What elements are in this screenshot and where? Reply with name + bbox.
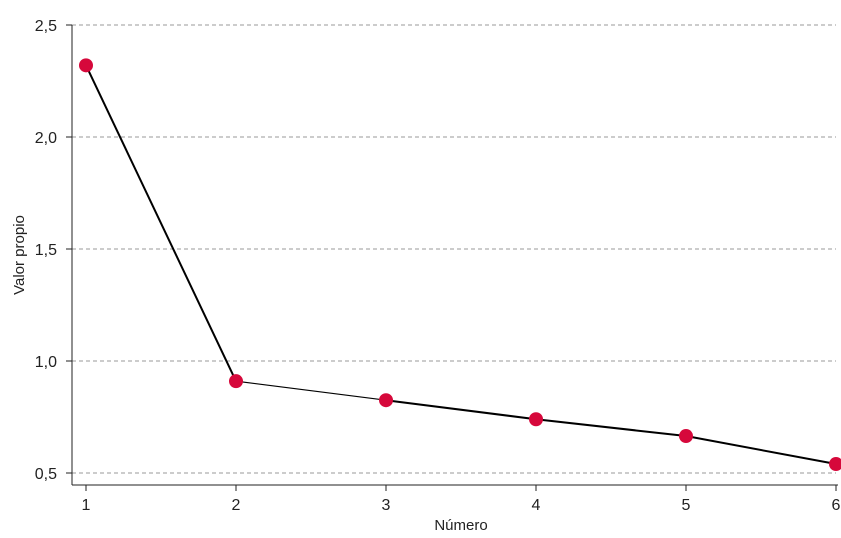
x-tick-label: 3: [382, 497, 391, 514]
grid-layer: [72, 24, 836, 474]
axis-layer: 0,5 1,0 1,5 2,0 2,5 1 2 3 4 5 6: [35, 18, 841, 514]
data-point: [679, 429, 693, 444]
series-line-segment: [235, 380, 387, 401]
data-point: [529, 412, 543, 427]
y-tick-label: 0,5: [35, 466, 57, 483]
y-tick-label: 2,5: [35, 18, 57, 35]
x-tick-label: 4: [532, 497, 541, 514]
x-tick-label: 5: [682, 497, 691, 514]
x-tick-label: 1: [82, 497, 91, 514]
y-tick-label: 1,0: [35, 354, 57, 371]
series-line-segment: [85, 64, 237, 382]
x-tick-label: 2: [232, 497, 241, 514]
x-tick-label: 6: [832, 497, 841, 514]
y-tick-label: 1,5: [35, 242, 57, 259]
y-axis-title: Valor propio: [11, 215, 28, 295]
series-line-segment: [685, 435, 837, 466]
y-tick-label: 2,0: [35, 130, 57, 147]
data-point: [79, 58, 93, 73]
data-point: [829, 457, 841, 472]
series-line-segment: [385, 399, 537, 421]
series-line-segment: [535, 418, 687, 438]
data-point: [229, 374, 243, 389]
line-layer: [85, 64, 837, 466]
marker-layer: [79, 58, 841, 472]
data-point: [379, 393, 393, 408]
x-axis-title: Número: [434, 517, 487, 533]
